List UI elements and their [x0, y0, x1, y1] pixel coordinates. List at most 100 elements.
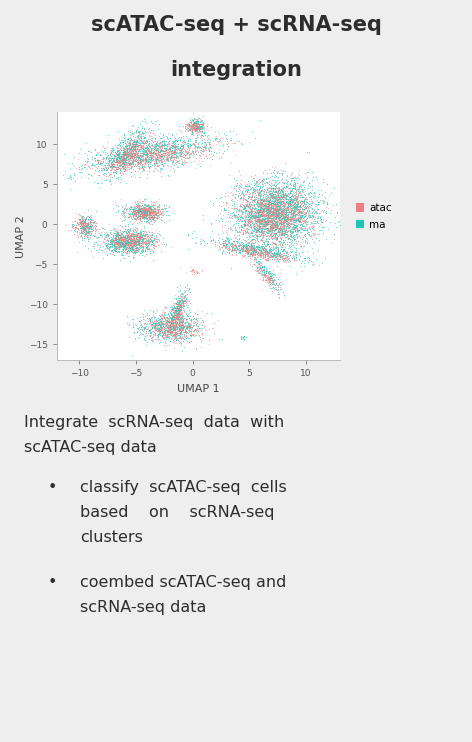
Point	[174, 285, 182, 297]
Point	[240, 245, 247, 257]
Point	[255, 221, 263, 233]
Point	[141, 154, 149, 165]
Point	[193, 119, 200, 131]
Point	[113, 142, 120, 154]
Point	[124, 235, 131, 247]
Point	[255, 257, 262, 269]
Point	[139, 245, 147, 257]
Point	[210, 135, 217, 147]
Point	[162, 338, 169, 349]
Point	[280, 223, 288, 235]
Point	[170, 160, 177, 171]
Point	[123, 148, 130, 160]
Point	[199, 327, 206, 339]
Point	[132, 126, 140, 138]
Point	[285, 211, 293, 223]
Point	[118, 156, 126, 168]
Point	[267, 196, 274, 208]
Point	[110, 239, 117, 251]
Point	[227, 214, 234, 226]
Point	[139, 321, 146, 333]
Point	[278, 263, 285, 275]
Point	[184, 139, 192, 151]
Point	[118, 200, 126, 212]
Point	[266, 273, 274, 285]
Point	[153, 325, 161, 337]
Point	[152, 153, 160, 165]
Point	[166, 326, 174, 338]
Point	[271, 230, 278, 242]
Point	[277, 238, 284, 250]
Point	[124, 152, 132, 164]
Point	[190, 137, 197, 149]
Point	[129, 138, 136, 150]
Point	[272, 200, 280, 212]
Point	[200, 133, 208, 145]
Point	[104, 229, 111, 241]
Point	[179, 147, 187, 159]
Point	[261, 214, 269, 226]
Point	[278, 184, 286, 196]
Point	[293, 207, 301, 219]
Point	[85, 226, 93, 238]
Point	[253, 229, 260, 241]
Point	[89, 224, 96, 236]
Point	[96, 157, 103, 168]
Point	[184, 122, 192, 134]
Point	[174, 312, 181, 324]
Point	[237, 242, 244, 254]
Point	[247, 191, 254, 203]
Point	[142, 199, 149, 211]
Point	[251, 223, 259, 234]
Point	[245, 202, 253, 214]
Point	[121, 164, 128, 176]
Point	[194, 266, 201, 278]
Point	[203, 237, 211, 249]
Point	[162, 199, 170, 211]
Point	[253, 240, 260, 252]
Point	[297, 222, 304, 234]
Point	[282, 214, 290, 226]
Point	[250, 244, 258, 256]
Point	[152, 150, 159, 162]
Point	[137, 228, 145, 240]
Point	[147, 211, 155, 223]
Point	[142, 209, 149, 221]
Point	[242, 226, 250, 237]
Point	[130, 136, 137, 148]
Point	[124, 239, 131, 251]
Point	[83, 210, 91, 222]
Point	[112, 241, 120, 253]
Point	[124, 159, 131, 171]
Point	[271, 241, 279, 253]
Point	[277, 211, 285, 223]
Point	[280, 191, 288, 203]
Point	[194, 122, 201, 134]
Point	[281, 234, 289, 246]
Point	[237, 209, 245, 220]
Point	[135, 203, 143, 215]
Point	[101, 161, 109, 173]
Point	[299, 186, 307, 198]
Point	[104, 234, 112, 246]
Point	[146, 201, 154, 213]
Point	[188, 315, 195, 327]
Point	[129, 243, 137, 255]
Point	[269, 250, 276, 262]
Point	[77, 217, 85, 229]
Point	[317, 211, 324, 223]
Point	[172, 143, 179, 155]
Point	[117, 231, 124, 243]
Point	[119, 157, 127, 169]
Point	[284, 211, 292, 223]
Point	[144, 211, 152, 223]
Point	[159, 152, 167, 164]
Point	[165, 137, 173, 148]
Point	[272, 222, 280, 234]
Point	[180, 326, 187, 338]
Point	[125, 242, 132, 254]
Point	[130, 136, 138, 148]
Point	[149, 212, 157, 224]
Point	[186, 120, 194, 132]
Point	[274, 206, 282, 217]
